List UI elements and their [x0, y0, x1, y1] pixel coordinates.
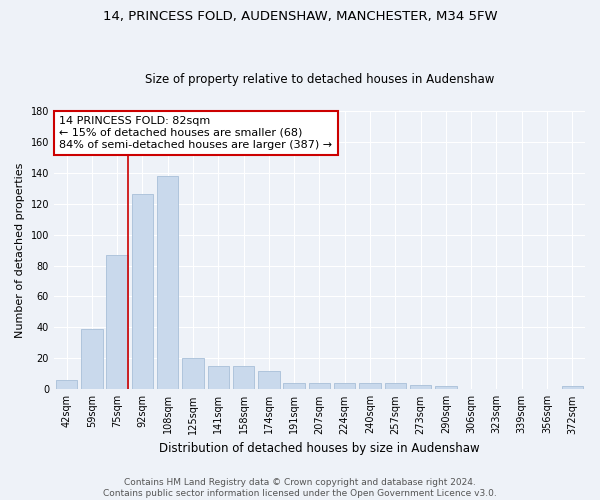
- Bar: [106, 254, 128, 390]
- Bar: [182, 358, 204, 390]
- Bar: [359, 383, 381, 390]
- X-axis label: Distribution of detached houses by size in Audenshaw: Distribution of detached houses by size …: [159, 442, 480, 455]
- Title: Size of property relative to detached houses in Audenshaw: Size of property relative to detached ho…: [145, 73, 494, 86]
- Bar: [562, 386, 583, 390]
- Bar: [309, 383, 330, 390]
- Bar: [435, 386, 457, 390]
- Bar: [283, 383, 305, 390]
- Bar: [334, 383, 355, 390]
- Bar: [233, 366, 254, 390]
- Bar: [208, 366, 229, 390]
- Bar: [81, 329, 103, 390]
- Bar: [157, 176, 178, 390]
- Text: 14, PRINCESS FOLD, AUDENSHAW, MANCHESTER, M34 5FW: 14, PRINCESS FOLD, AUDENSHAW, MANCHESTER…: [103, 10, 497, 23]
- Bar: [56, 380, 77, 390]
- Bar: [131, 194, 153, 390]
- Bar: [410, 384, 431, 390]
- Bar: [258, 370, 280, 390]
- Text: Contains HM Land Registry data © Crown copyright and database right 2024.
Contai: Contains HM Land Registry data © Crown c…: [103, 478, 497, 498]
- Text: 14 PRINCESS FOLD: 82sqm
← 15% of detached houses are smaller (68)
84% of semi-de: 14 PRINCESS FOLD: 82sqm ← 15% of detache…: [59, 116, 332, 150]
- Bar: [385, 383, 406, 390]
- Y-axis label: Number of detached properties: Number of detached properties: [15, 162, 25, 338]
